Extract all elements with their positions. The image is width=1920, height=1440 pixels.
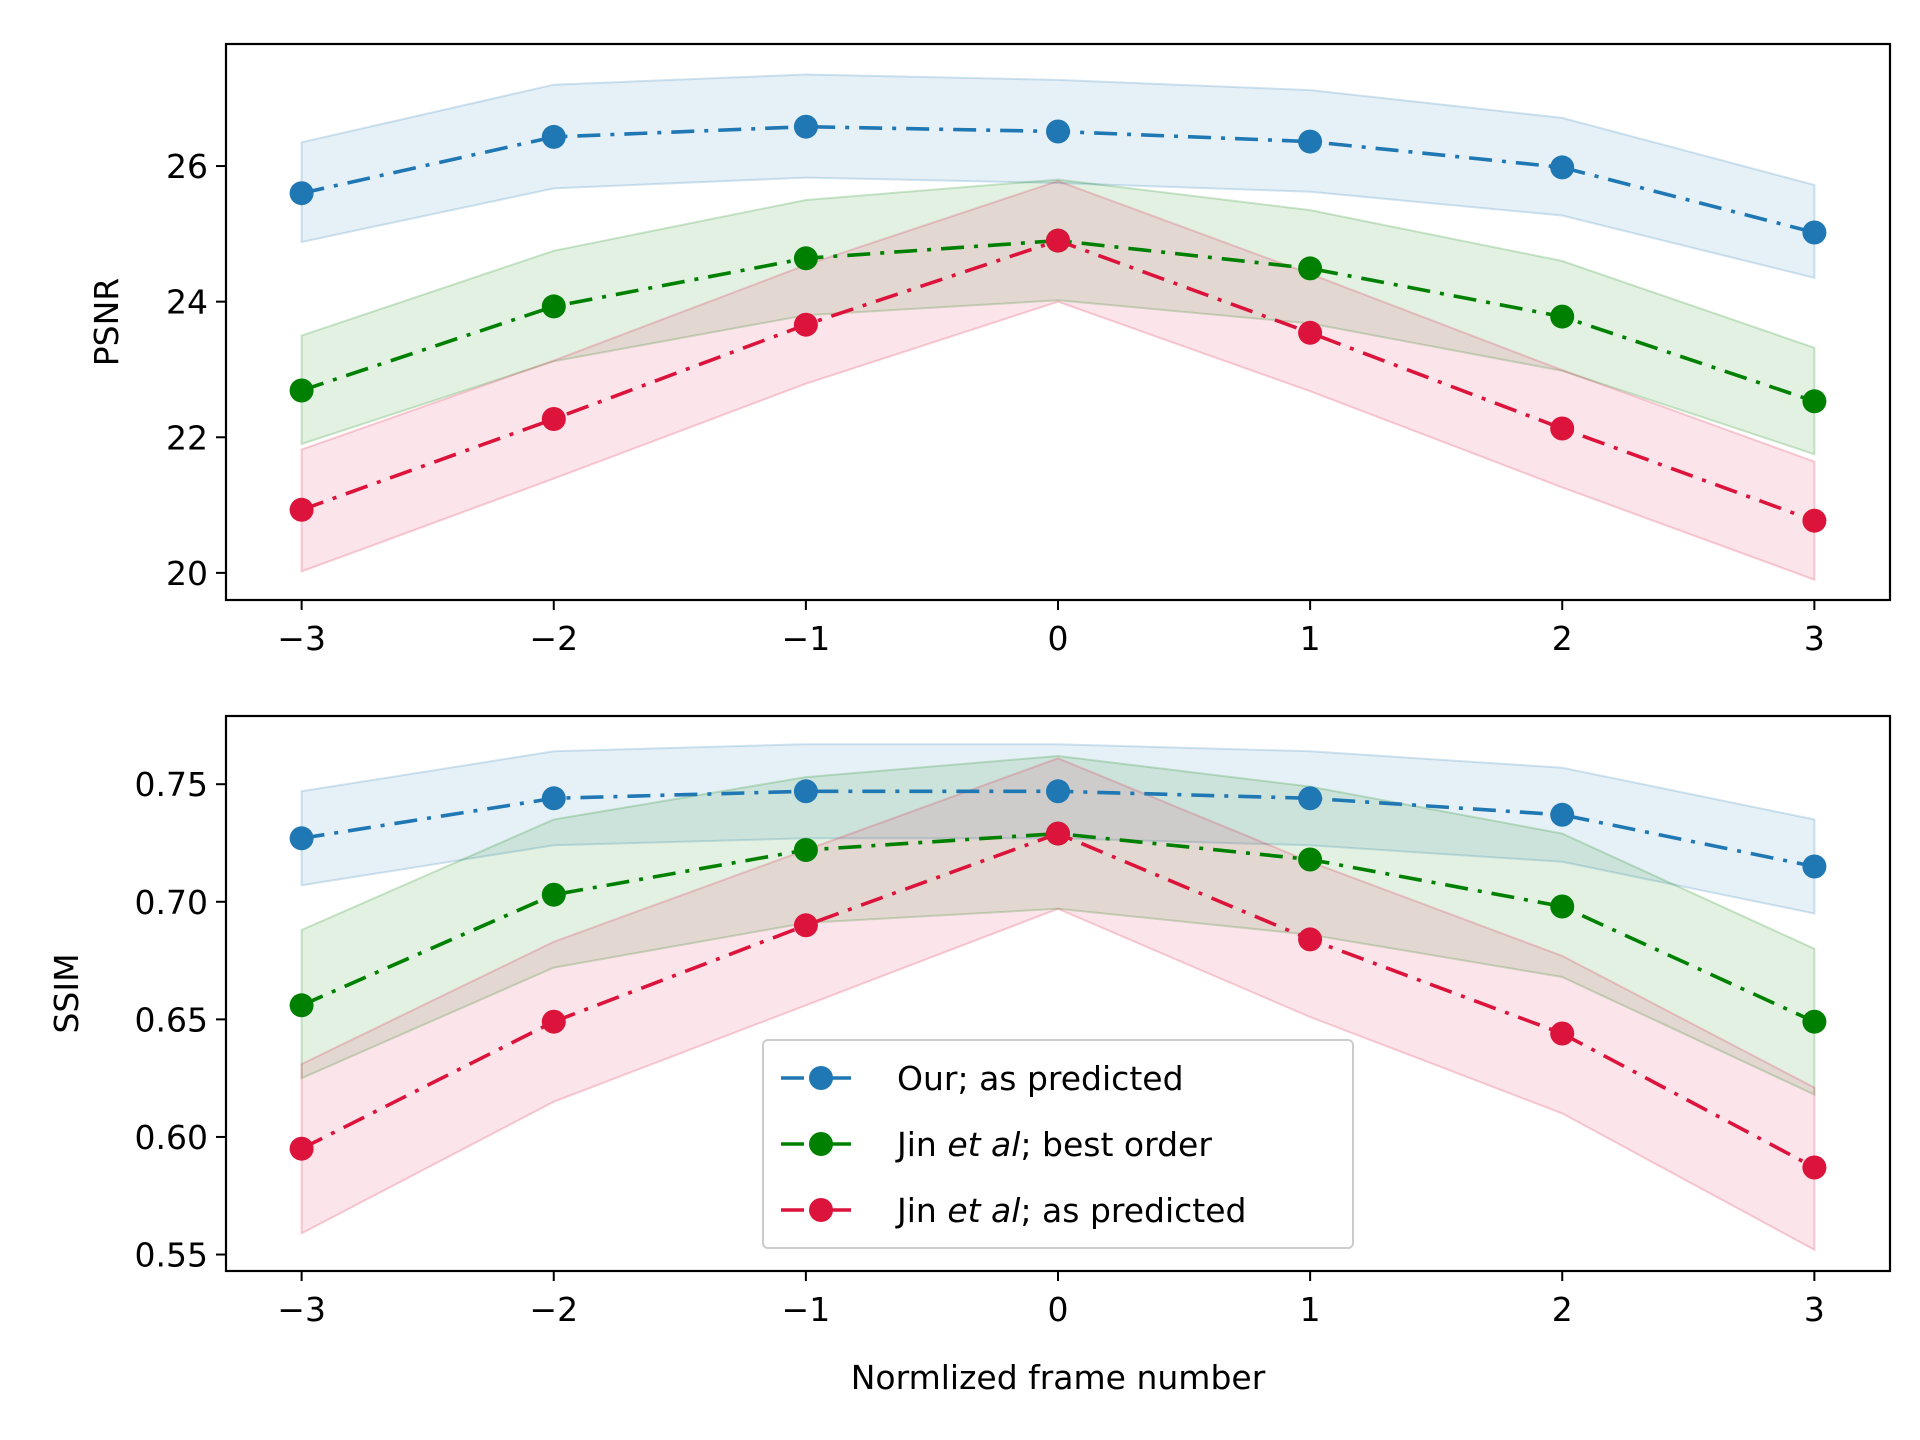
y-tick-label: 0.75	[135, 765, 208, 804]
point-ours	[793, 779, 818, 804]
point-jin_pred	[541, 407, 566, 431]
legend-entry-jin_pred: Jin et al; as predicted	[895, 1191, 1247, 1230]
point-jin_best	[1550, 894, 1575, 919]
y-axis-label: PSNR	[87, 278, 126, 366]
x-tick-label: 2	[1552, 1290, 1573, 1329]
legend-swatch-marker	[809, 1198, 833, 1222]
band-jin_pred	[300, 179, 1816, 582]
y-tick-label: 0.65	[135, 1000, 208, 1039]
x-tick-label: 0	[1048, 619, 1069, 658]
legend-swatch-marker	[809, 1066, 833, 1090]
point-jin_best	[1298, 847, 1323, 872]
point-jin_best	[793, 246, 818, 271]
x-tick-label: −2	[529, 619, 578, 658]
point-ours	[1550, 155, 1575, 180]
x-axis-label: Normlized frame number	[851, 1358, 1266, 1397]
band-jin_best	[300, 754, 1816, 1097]
band-ours	[300, 73, 1816, 280]
legend-entry-ours: Our; as predicted	[897, 1059, 1184, 1098]
point-jin_pred	[1046, 821, 1070, 846]
y-tick-label: 20	[166, 554, 208, 593]
x-tick-label: 2	[1552, 619, 1573, 658]
point-jin_pred	[793, 312, 818, 337]
x-tick-label: −2	[529, 1290, 578, 1329]
point-jin_pred	[541, 1009, 566, 1034]
point-jin_best	[289, 378, 314, 403]
psnr-panel: −3 −2 −1 0 1 2 3 20 22 24 26 PSNR	[87, 42, 1892, 658]
x-tick-label: 3	[1804, 1290, 1825, 1329]
point-jin_best	[1550, 304, 1575, 329]
legend-box	[762, 1039, 1354, 1249]
legend-entry-jin_best: Jin et al; best order	[895, 1125, 1212, 1164]
point-jin_best	[289, 993, 314, 1018]
y-tick-label: 22	[166, 418, 208, 457]
x-tick-label: −1	[782, 619, 831, 658]
point-jin_pred	[1550, 1021, 1575, 1046]
point-jin_best	[1298, 256, 1323, 281]
point-ours	[1802, 854, 1827, 879]
point-ours	[1802, 220, 1827, 245]
ssim-panel: −3 −2 −1 0 1 2 3 0.55 0.60 0.65 0.70 0.75 SSIM Normli…	[47, 714, 1892, 1397]
legend-swatch-marker	[809, 1132, 833, 1156]
point-ours	[793, 114, 818, 139]
point-ours	[1298, 786, 1323, 811]
y-tick-label: 0.70	[135, 883, 208, 922]
point-jin_pred	[289, 497, 314, 522]
point-jin_pred	[1550, 416, 1575, 441]
x-tick-label: 0	[1048, 1290, 1069, 1329]
point-ours	[289, 181, 314, 206]
point-jin_best	[541, 882, 566, 907]
point-jin_pred	[1802, 1155, 1827, 1180]
point-ours	[1298, 129, 1323, 154]
point-jin_best	[1802, 389, 1827, 414]
x-tick-label: 3	[1804, 619, 1825, 658]
point-jin_pred	[793, 913, 818, 938]
point-jin_best	[1802, 1009, 1827, 1034]
x-tick-label: 1	[1300, 1290, 1321, 1329]
point-jin_best	[541, 294, 566, 319]
point-ours	[1046, 119, 1070, 144]
point-ours	[289, 826, 314, 851]
y-tick-label: 26	[166, 147, 208, 186]
point-jin_pred	[1298, 927, 1323, 952]
legend: Our; as predicted Jin et al; best order Ji…	[762, 1039, 1354, 1249]
point-jin_best	[793, 838, 818, 862]
point-ours	[1046, 779, 1070, 804]
x-tick-label: 1	[1300, 619, 1321, 658]
band-jin_best	[300, 178, 1816, 456]
x-tick-label: −1	[782, 1290, 831, 1329]
y-tick-label: 24	[166, 283, 208, 322]
y-axis-label: SSIM	[47, 953, 86, 1033]
point-jin_pred	[1046, 228, 1070, 253]
y-tick-label: 0.60	[135, 1118, 208, 1157]
x-tick-label: −3	[277, 619, 326, 658]
point-ours	[1550, 802, 1575, 827]
y-tick-label: 0.55	[135, 1236, 208, 1275]
point-jin_pred	[1802, 508, 1827, 533]
point-ours	[541, 786, 566, 811]
point-jin_pred	[1298, 320, 1323, 345]
point-ours	[541, 124, 566, 149]
x-tick-label: −3	[277, 1290, 326, 1329]
point-jin_pred	[289, 1136, 314, 1161]
